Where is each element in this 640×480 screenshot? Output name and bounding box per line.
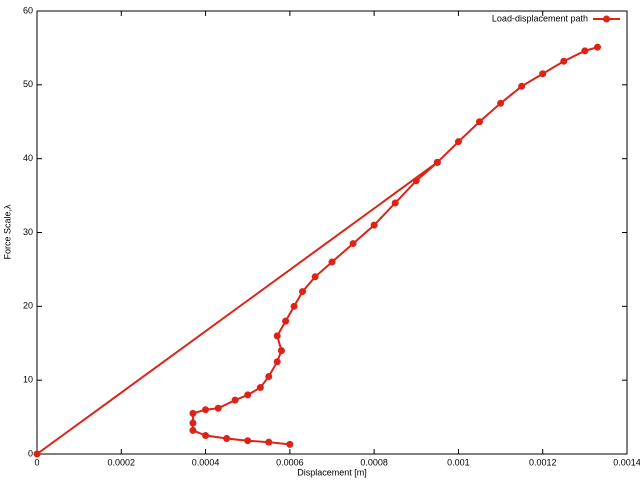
point <box>189 426 197 434</box>
x-tick-label: 0.0014 <box>613 457 640 467</box>
point <box>273 358 281 366</box>
x-axis-label: Displacement [m] <box>297 467 367 477</box>
point <box>328 258 336 266</box>
point <box>256 384 264 392</box>
x-tick-label: 0.0006 <box>276 457 304 467</box>
point <box>497 99 505 107</box>
point <box>433 158 441 166</box>
point <box>223 434 231 442</box>
y-tick-label: 10 <box>23 375 33 385</box>
y-tick-label: 30 <box>23 227 33 237</box>
point <box>231 396 239 404</box>
point <box>33 450 41 458</box>
y-axis-label: Force Scale,λ <box>2 204 12 260</box>
point <box>311 273 319 281</box>
point <box>391 199 399 207</box>
point <box>273 332 281 340</box>
point <box>290 302 298 310</box>
point <box>349 240 357 248</box>
x-tick-label: 0.001 <box>447 457 470 467</box>
point <box>594 43 601 51</box>
point <box>454 138 462 146</box>
point <box>202 406 210 414</box>
point <box>189 409 197 417</box>
point <box>244 391 252 399</box>
y-tick-label: 20 <box>23 301 33 311</box>
point <box>299 288 306 296</box>
x-tick-label: 0.0002 <box>108 457 136 467</box>
point <box>412 177 420 185</box>
series-line <box>36 46 598 455</box>
y-tick-label: 0 <box>28 448 33 458</box>
point <box>214 404 222 412</box>
point <box>581 47 589 55</box>
point <box>282 317 290 325</box>
point <box>560 57 568 65</box>
x-tick-label: 0 <box>34 457 39 467</box>
point <box>189 419 197 427</box>
point <box>518 82 526 90</box>
point <box>265 438 273 446</box>
point <box>202 432 210 440</box>
point <box>476 118 483 126</box>
plot-border <box>36 10 628 455</box>
point <box>277 347 285 355</box>
legend-label: Load-displacement path <box>492 13 588 23</box>
x-tick-label: 0.0008 <box>360 457 388 467</box>
point <box>539 70 547 78</box>
legend-marker <box>603 15 610 23</box>
point <box>370 221 378 229</box>
point <box>244 437 252 445</box>
y-tick-label: 40 <box>23 153 33 163</box>
x-tick-label: 0.0012 <box>529 457 557 467</box>
x-tick-label: 0.0004 <box>192 457 220 467</box>
point <box>265 372 273 380</box>
point <box>286 440 294 448</box>
y-tick-label: 50 <box>23 79 33 89</box>
y-tick-label: 60 <box>23 5 33 15</box>
